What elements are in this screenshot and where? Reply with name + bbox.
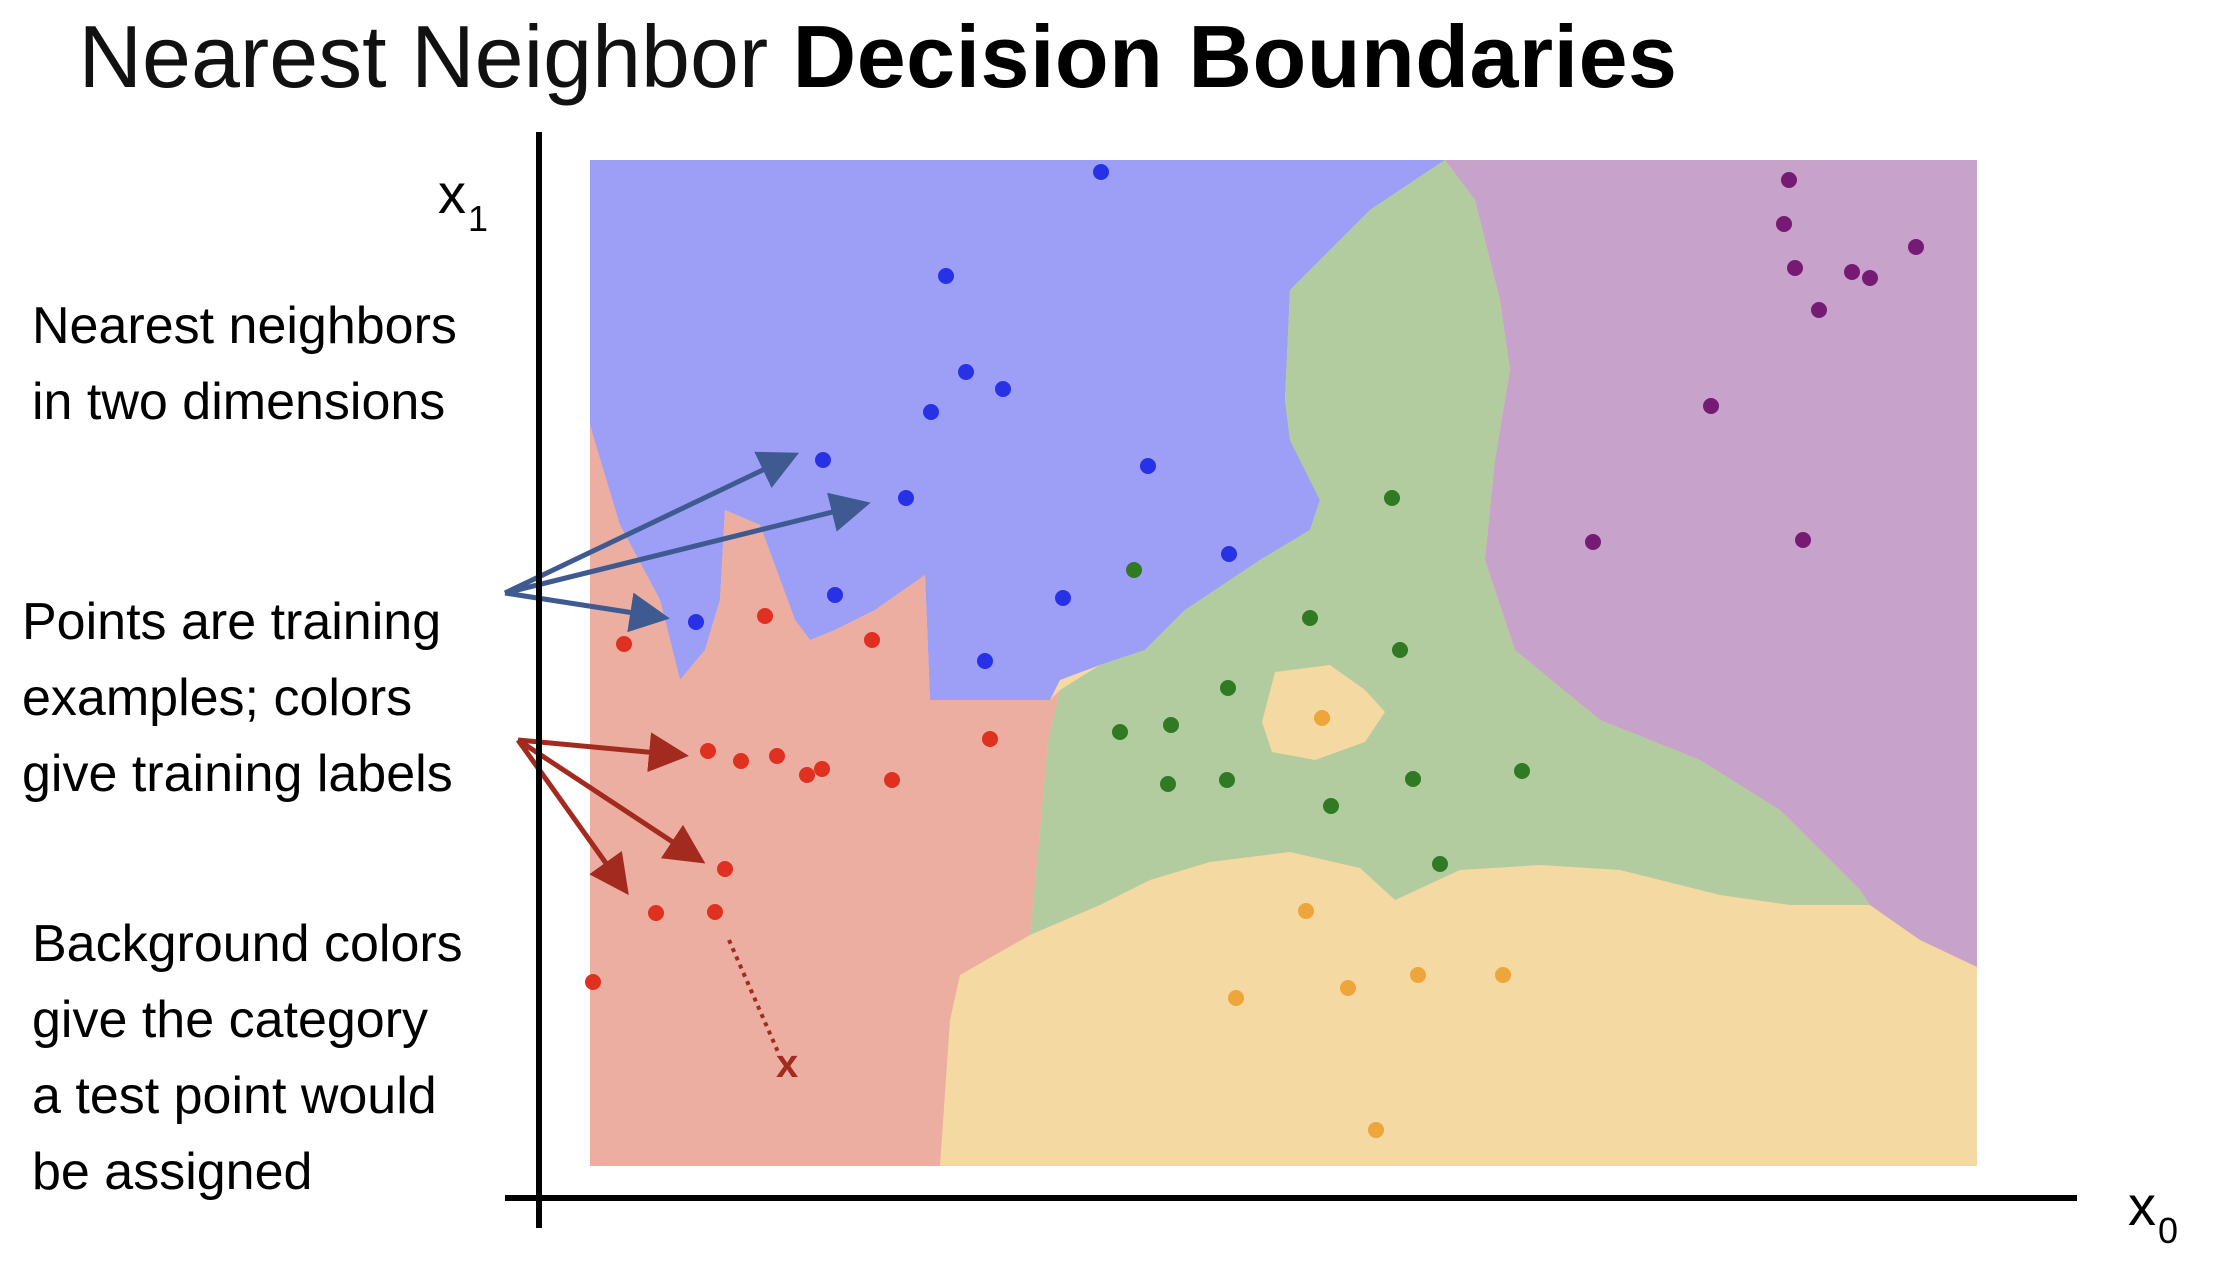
red-point	[982, 731, 998, 747]
annotation-line: Background colors	[32, 915, 463, 973]
green-region	[1030, 160, 1870, 935]
red-point	[717, 861, 733, 877]
decision-regions	[590, 160, 1977, 1166]
annotation-line: Nearest neighbors	[32, 297, 457, 355]
green-point	[1514, 763, 1530, 779]
green-point	[1220, 680, 1236, 696]
purple-point	[1776, 216, 1792, 232]
arrow-icon	[503, 451, 800, 596]
purple-point	[1862, 270, 1878, 286]
green-point	[1302, 610, 1318, 626]
blue-point	[938, 268, 954, 284]
green-point	[1126, 562, 1142, 578]
arrow-icon	[504, 590, 670, 633]
red-point	[733, 753, 749, 769]
green-point	[1163, 717, 1179, 733]
orange-point	[1495, 967, 1511, 983]
orange-point	[1410, 967, 1426, 983]
orange-point	[1298, 903, 1314, 919]
green-point	[1160, 776, 1176, 792]
arrow-icon	[517, 732, 689, 773]
green-point	[1112, 724, 1128, 740]
blue-point	[815, 452, 831, 468]
red-point	[814, 761, 830, 777]
purple-point	[1703, 398, 1719, 414]
nearest-neighbor-dotted-line	[727, 939, 780, 1053]
red-point	[616, 636, 632, 652]
annotation-line: give training labels	[22, 745, 453, 803]
red-point	[864, 632, 880, 648]
annotation-line: a test point would	[32, 1067, 437, 1125]
annotation-line: in two dimensions	[32, 373, 446, 431]
blue-point	[1055, 590, 1071, 606]
annotation-line: Points are training	[22, 593, 442, 651]
orange-point	[1368, 1122, 1384, 1138]
red-region	[590, 425, 1060, 1166]
blue-point	[827, 587, 843, 603]
blue-point	[995, 381, 1011, 397]
blue-point	[977, 653, 993, 669]
y-axis-label: x1	[438, 164, 488, 249]
purple-point	[1795, 532, 1811, 548]
blue-point	[958, 364, 974, 380]
title-part-bold: Decision Boundaries	[792, 7, 1678, 106]
red-point	[769, 748, 785, 764]
blue-point	[923, 404, 939, 420]
green-point	[1392, 642, 1408, 658]
blue-point	[898, 490, 914, 506]
red-point	[884, 772, 900, 788]
x-axis-label: x0	[2128, 1176, 2178, 1261]
annotation-line: give the category	[32, 991, 429, 1049]
y-axis-label-base: x	[438, 162, 466, 225]
red-point	[799, 767, 815, 783]
annotation-training-points: Points are training examples; colors giv…	[22, 584, 453, 812]
green-point	[1405, 771, 1421, 787]
purple-point	[1811, 302, 1827, 318]
purple-point	[1781, 172, 1797, 188]
green-point	[1432, 856, 1448, 872]
arrow-icon	[516, 737, 706, 864]
arrow-icon	[515, 738, 629, 896]
red-point	[700, 743, 716, 759]
title-part-regular: Nearest Neighbor	[78, 7, 769, 106]
page-title: Nearest Neighbor Decision Boundaries	[0, 2, 1756, 112]
orange-point	[1228, 990, 1244, 1006]
purple-point	[1787, 260, 1803, 276]
annotation-line: examples; colors	[22, 669, 413, 727]
purple-point	[1844, 264, 1860, 280]
annotation-background-colors: Background colors give the category a te…	[32, 906, 463, 1210]
x-axis-label-sub: 0	[2158, 1210, 2179, 1251]
annotation-nearest-neighbors: Nearest neighbors in two dimensions	[32, 288, 457, 440]
y-axis-label-sub: 1	[468, 198, 489, 239]
blue-point	[688, 614, 704, 630]
annotation-arrows	[503, 451, 871, 1053]
green-point	[1323, 798, 1339, 814]
axes	[505, 132, 2077, 1228]
purple-region	[1445, 160, 1977, 967]
red-point	[707, 904, 723, 920]
green-point	[1219, 772, 1235, 788]
blue-point	[1140, 458, 1156, 474]
x-axis-label-base: x	[2128, 1174, 2156, 1237]
blue-point	[1093, 164, 1109, 180]
purple-point	[1585, 534, 1601, 550]
blue-point	[1221, 546, 1237, 562]
red-point	[648, 905, 664, 921]
test-point-marker: x	[776, 1042, 799, 1086]
arrow-icon	[504, 492, 871, 596]
red-point	[585, 974, 601, 990]
training-points	[585, 164, 1924, 1138]
orange-point	[1314, 710, 1330, 726]
purple-point	[1908, 239, 1924, 255]
red-point	[757, 608, 773, 624]
orange-point	[1340, 980, 1356, 996]
green-point	[1384, 490, 1400, 506]
annotation-line: be assigned	[32, 1143, 313, 1201]
blue-region	[590, 160, 1445, 700]
